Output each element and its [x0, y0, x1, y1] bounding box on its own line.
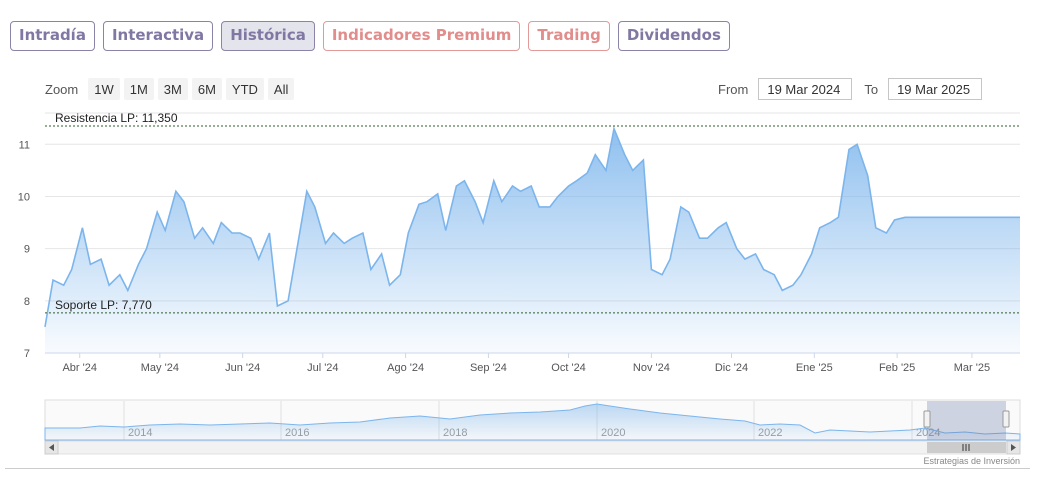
zoom-ytd-button[interactable]: YTD: [225, 78, 264, 100]
x-tick-label: Sep '24: [470, 362, 507, 374]
credits-text: Estrategias de Inversión: [923, 456, 1020, 466]
zoom-selector: Zoom 1W 1M 3M 6M YTD All: [45, 78, 295, 100]
scrollbar-track[interactable]: [44, 440, 1021, 455]
scroll-right-arrow-icon: [1011, 444, 1016, 451]
x-tick-label: Jun '24: [225, 362, 260, 374]
x-tick-label: Dic '24: [715, 362, 748, 374]
x-tick-label: Feb '25: [879, 362, 915, 374]
price-line: [44, 125, 1020, 328]
resistance-label: Resistencia LP: 11,350: [55, 111, 178, 125]
x-tick-label: Mar '25: [954, 362, 990, 374]
to-label: To: [864, 81, 879, 97]
zoom-1m-button[interactable]: 1M: [123, 78, 154, 100]
x-tick-label: Jul '24: [307, 362, 338, 374]
y-tick-label: 11: [19, 139, 30, 151]
chart-tabs: Intradía Interactiva Histórica Indicador…: [10, 21, 730, 51]
y-tick-label: 7: [24, 348, 30, 360]
y-tick-label: 10: [18, 191, 30, 203]
tab-dividendos[interactable]: Dividendos: [617, 21, 730, 51]
zoom-all-button[interactable]: All: [267, 78, 295, 100]
tab-interactiva[interactable]: Interactiva: [102, 21, 214, 51]
x-axis-labels: Abr '24 May '24 Jun '24 Jul '24 Ago '24 Sep '…: [62, 353, 990, 374]
zoom-3m-button[interactable]: 3M: [157, 78, 188, 100]
x-tick-label: Oct '24: [551, 362, 586, 374]
y-tick-label: 8: [24, 296, 30, 308]
navigator-right-handle[interactable]: [1002, 410, 1010, 428]
x-tick-label: May '24: [141, 362, 179, 374]
zoom-label: Zoom: [45, 81, 79, 97]
scrollbar-grip-icon: [962, 444, 970, 451]
y-axis-labels: 7 8 9 10 11: [18, 139, 30, 360]
navigator-selection[interactable]: [927, 401, 1006, 440]
from-label: From: [718, 81, 749, 97]
from-date-input[interactable]: [758, 78, 853, 100]
tab-intradia[interactable]: Intradía: [10, 21, 95, 51]
zoom-6m-button[interactable]: 6M: [191, 78, 222, 100]
to-date-input[interactable]: [888, 78, 983, 100]
navigator-left-handle[interactable]: [923, 410, 931, 428]
reference-lines: Resistencia LP: 11,350 Soporte LP: 7,770: [45, 111, 1020, 314]
x-tick-label: Abr '24: [62, 362, 97, 374]
x-tick-label: Ene '25: [796, 362, 833, 374]
x-tick-label: Ago '24: [387, 362, 424, 374]
navigator-series: [44, 403, 1021, 441]
zoom-1w-button[interactable]: 1W: [88, 78, 120, 100]
y-tick-label: 9: [24, 244, 30, 256]
tab-historica[interactable]: Histórica: [221, 21, 315, 51]
footer-divider: [5, 468, 1030, 469]
support-label: Soporte LP: 7,770: [55, 298, 152, 312]
date-range-selector: From To: [718, 78, 983, 100]
scroll-left-arrow-icon: [49, 444, 54, 451]
price-area: [45, 128, 1020, 353]
tab-trading[interactable]: Trading: [528, 21, 610, 51]
tab-indicadores-premium[interactable]: Indicadores Premium: [322, 21, 521, 51]
x-tick-label: Nov '24: [633, 362, 670, 374]
